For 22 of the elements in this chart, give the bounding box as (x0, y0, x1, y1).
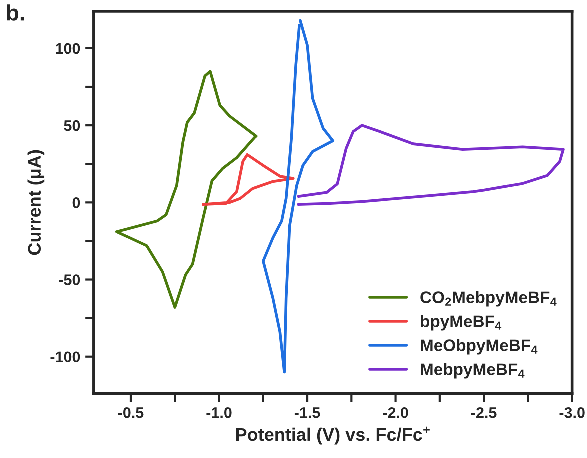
y-tick-label: 0 (72, 198, 80, 208)
y-tick-label: 100 (56, 43, 80, 54)
y-axis-title: Current (μA) (28, 150, 45, 256)
x-tick-label: -2.0 (383, 407, 408, 418)
x-tick-label: -0.5 (118, 407, 144, 418)
y-tick-label: 50 (64, 120, 80, 132)
line-series (202, 153, 295, 206)
x-tick-label: -1.0 (206, 407, 232, 418)
y-tick-label: -50 (59, 274, 80, 286)
x-tick-label: -1.5 (294, 408, 320, 418)
line-series (262, 19, 335, 374)
text: b. (7, 4, 24, 21)
legend-label: MeObpyMeBF$_{4}$ (421, 339, 538, 355)
line-series (297, 124, 565, 206)
line-series (115, 70, 258, 309)
y-tick-label: -100 (50, 352, 80, 363)
legend-label: MebpyMeBF$_{4}$ (421, 363, 525, 379)
legend-label: CO$_{2}$MebpyMeBF$_{4}$ (420, 291, 557, 307)
x-tick-label: -2.5 (471, 407, 497, 418)
x-tick-label: -3.0 (560, 407, 585, 418)
legend-label: bpyMeBF$_{4}$ (421, 315, 502, 331)
x-axis-title: Potential (V) vs. Fc/Fc$^{+}$ (236, 426, 430, 445)
